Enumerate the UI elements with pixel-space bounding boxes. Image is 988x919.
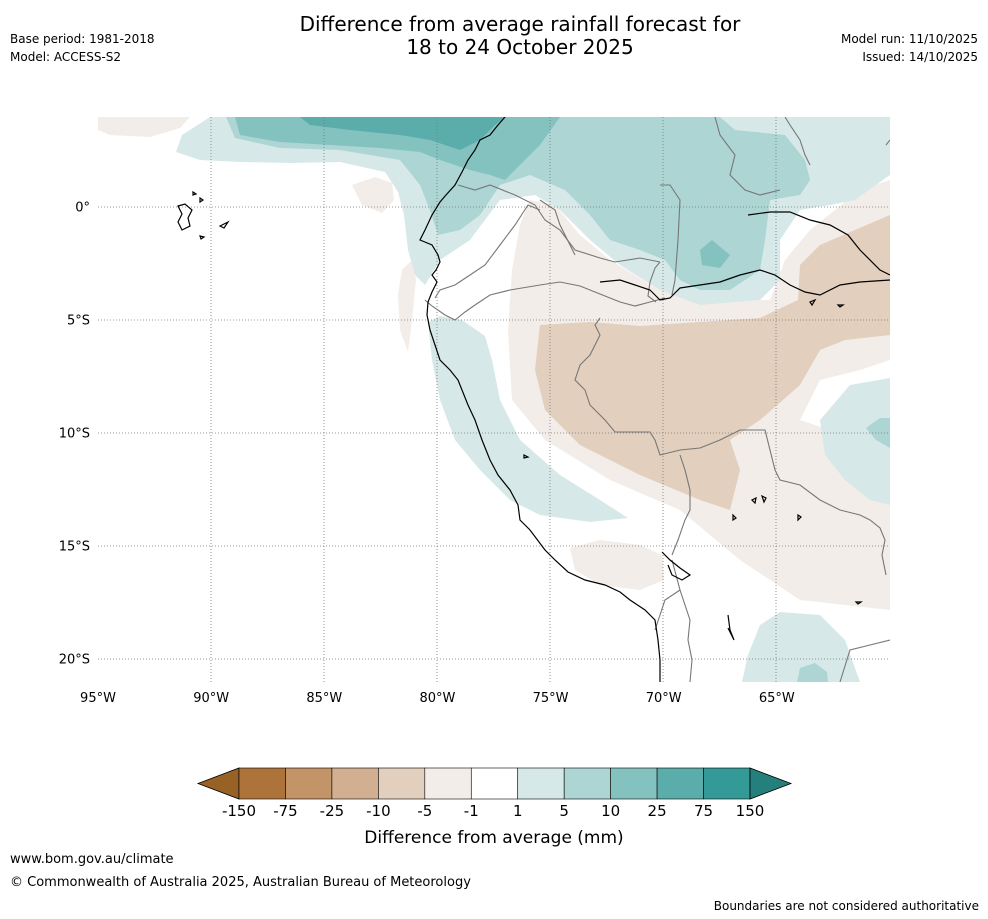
issued-text: Issued: 14/10/2025 (862, 50, 978, 64)
footer-url: www.bom.gov.au/climate (10, 852, 174, 867)
longitude-label: 95°W (80, 691, 116, 706)
chart-title: Difference from average rainfall forecas… (0, 13, 988, 59)
colorbar-segment (285, 767, 333, 800)
anomaly-region-light-brown-south (570, 540, 664, 590)
model-text: Model: ACCESS-S2 (10, 50, 122, 64)
anomaly-region-light-brown-pacific (352, 177, 394, 213)
longitude-label: 85°W (306, 691, 342, 706)
colorbar-segment (238, 767, 286, 800)
colorbar-label: -5 (417, 802, 432, 820)
title-line-1: Difference from average rainfall forecas… (299, 12, 741, 36)
meta-left: Base period: 1981-2018 Model: ACCESS-S2 (10, 30, 155, 66)
colorbar-label: 150 (736, 802, 765, 820)
title-line-2: 18 to 24 October 2025 (406, 35, 634, 59)
model-run-text: Model run: 11/10/2025 (840, 32, 978, 46)
anomaly-region-teal-east (820, 378, 890, 505)
anomaly-region-brown-amazon (535, 215, 890, 510)
anomaly-region-teal-south (742, 612, 860, 682)
colorbar: -150 -75 -25 -10 -5 -1 1 5 10 25 75 150 (196, 767, 793, 820)
colorbar-label: -150 (222, 802, 256, 820)
colorbar-segment (331, 767, 379, 800)
colorbar-label: -10 (366, 802, 391, 820)
meta-right: Model run: 11/10/2025 Issued: 14/10/2025 (841, 30, 978, 66)
longitude-label: 65°W (759, 691, 795, 706)
colorbar-label: -75 (273, 802, 298, 820)
anomaly-region-teal-dark-colombia (300, 117, 505, 150)
colorbar-segment (470, 767, 519, 800)
longitude-label: 80°W (419, 691, 455, 706)
anomaly-region-light-brown-nw (98, 117, 190, 137)
footer-copyright: © Commonwealth of Australia 2025, Austra… (10, 875, 471, 890)
colorbar-label: -1 (464, 802, 479, 820)
colorbar-label: 1 (513, 802, 523, 820)
colorbar-segment (656, 767, 704, 800)
colorbar-segment (424, 767, 472, 800)
anomaly-region-teal-south-mid (797, 663, 828, 682)
latitude-label: 10°S (59, 426, 90, 441)
coastlines (177, 117, 890, 682)
colorbar-label: 10 (601, 802, 620, 820)
latitude-label: 20°S (59, 652, 90, 667)
latitude-label: 15°S (59, 539, 90, 554)
colorbar-over-arrow (749, 767, 793, 800)
colorbar-segment (378, 767, 426, 800)
base-period-text: Base period: 1981-2018 (10, 32, 155, 46)
anomaly-region-teal-peru-coast (428, 316, 628, 522)
colorbar-label: 25 (648, 802, 667, 820)
latitude-label: 5°S (67, 313, 90, 328)
footer-note: Boundaries are not considered authoritat… (713, 899, 979, 913)
longitude-label: 70°W (646, 691, 682, 706)
anomaly-region-light-brown-peru-coast (398, 260, 416, 352)
anomaly-region-teal-amazon-spot (700, 240, 730, 268)
colorbar-segment (563, 767, 611, 800)
colorbar-label: 75 (694, 802, 713, 820)
colorbar-title: Difference from average (mm) (364, 828, 623, 848)
longitude-label: 90°W (193, 691, 229, 706)
colorbar-label: -25 (320, 802, 345, 820)
colorbar-segment (703, 767, 751, 800)
anomaly-region-teal-mid-north (226, 117, 810, 290)
colorbar-label: 5 (559, 802, 569, 820)
colorbar-under-arrow (196, 767, 240, 800)
graticule (98, 117, 890, 682)
longitude-label: 75°W (533, 691, 569, 706)
latitude-labels: 0° 5°S 10°S 15°S 20°S (59, 200, 90, 667)
colorbar-segment (517, 767, 565, 800)
longitude-labels: 95°W 90°W 85°W 80°W 75°W 70°W 65°W (80, 691, 795, 706)
latitude-label: 0° (75, 200, 90, 215)
map-panel (98, 117, 890, 682)
colorbar-segment (610, 767, 658, 800)
